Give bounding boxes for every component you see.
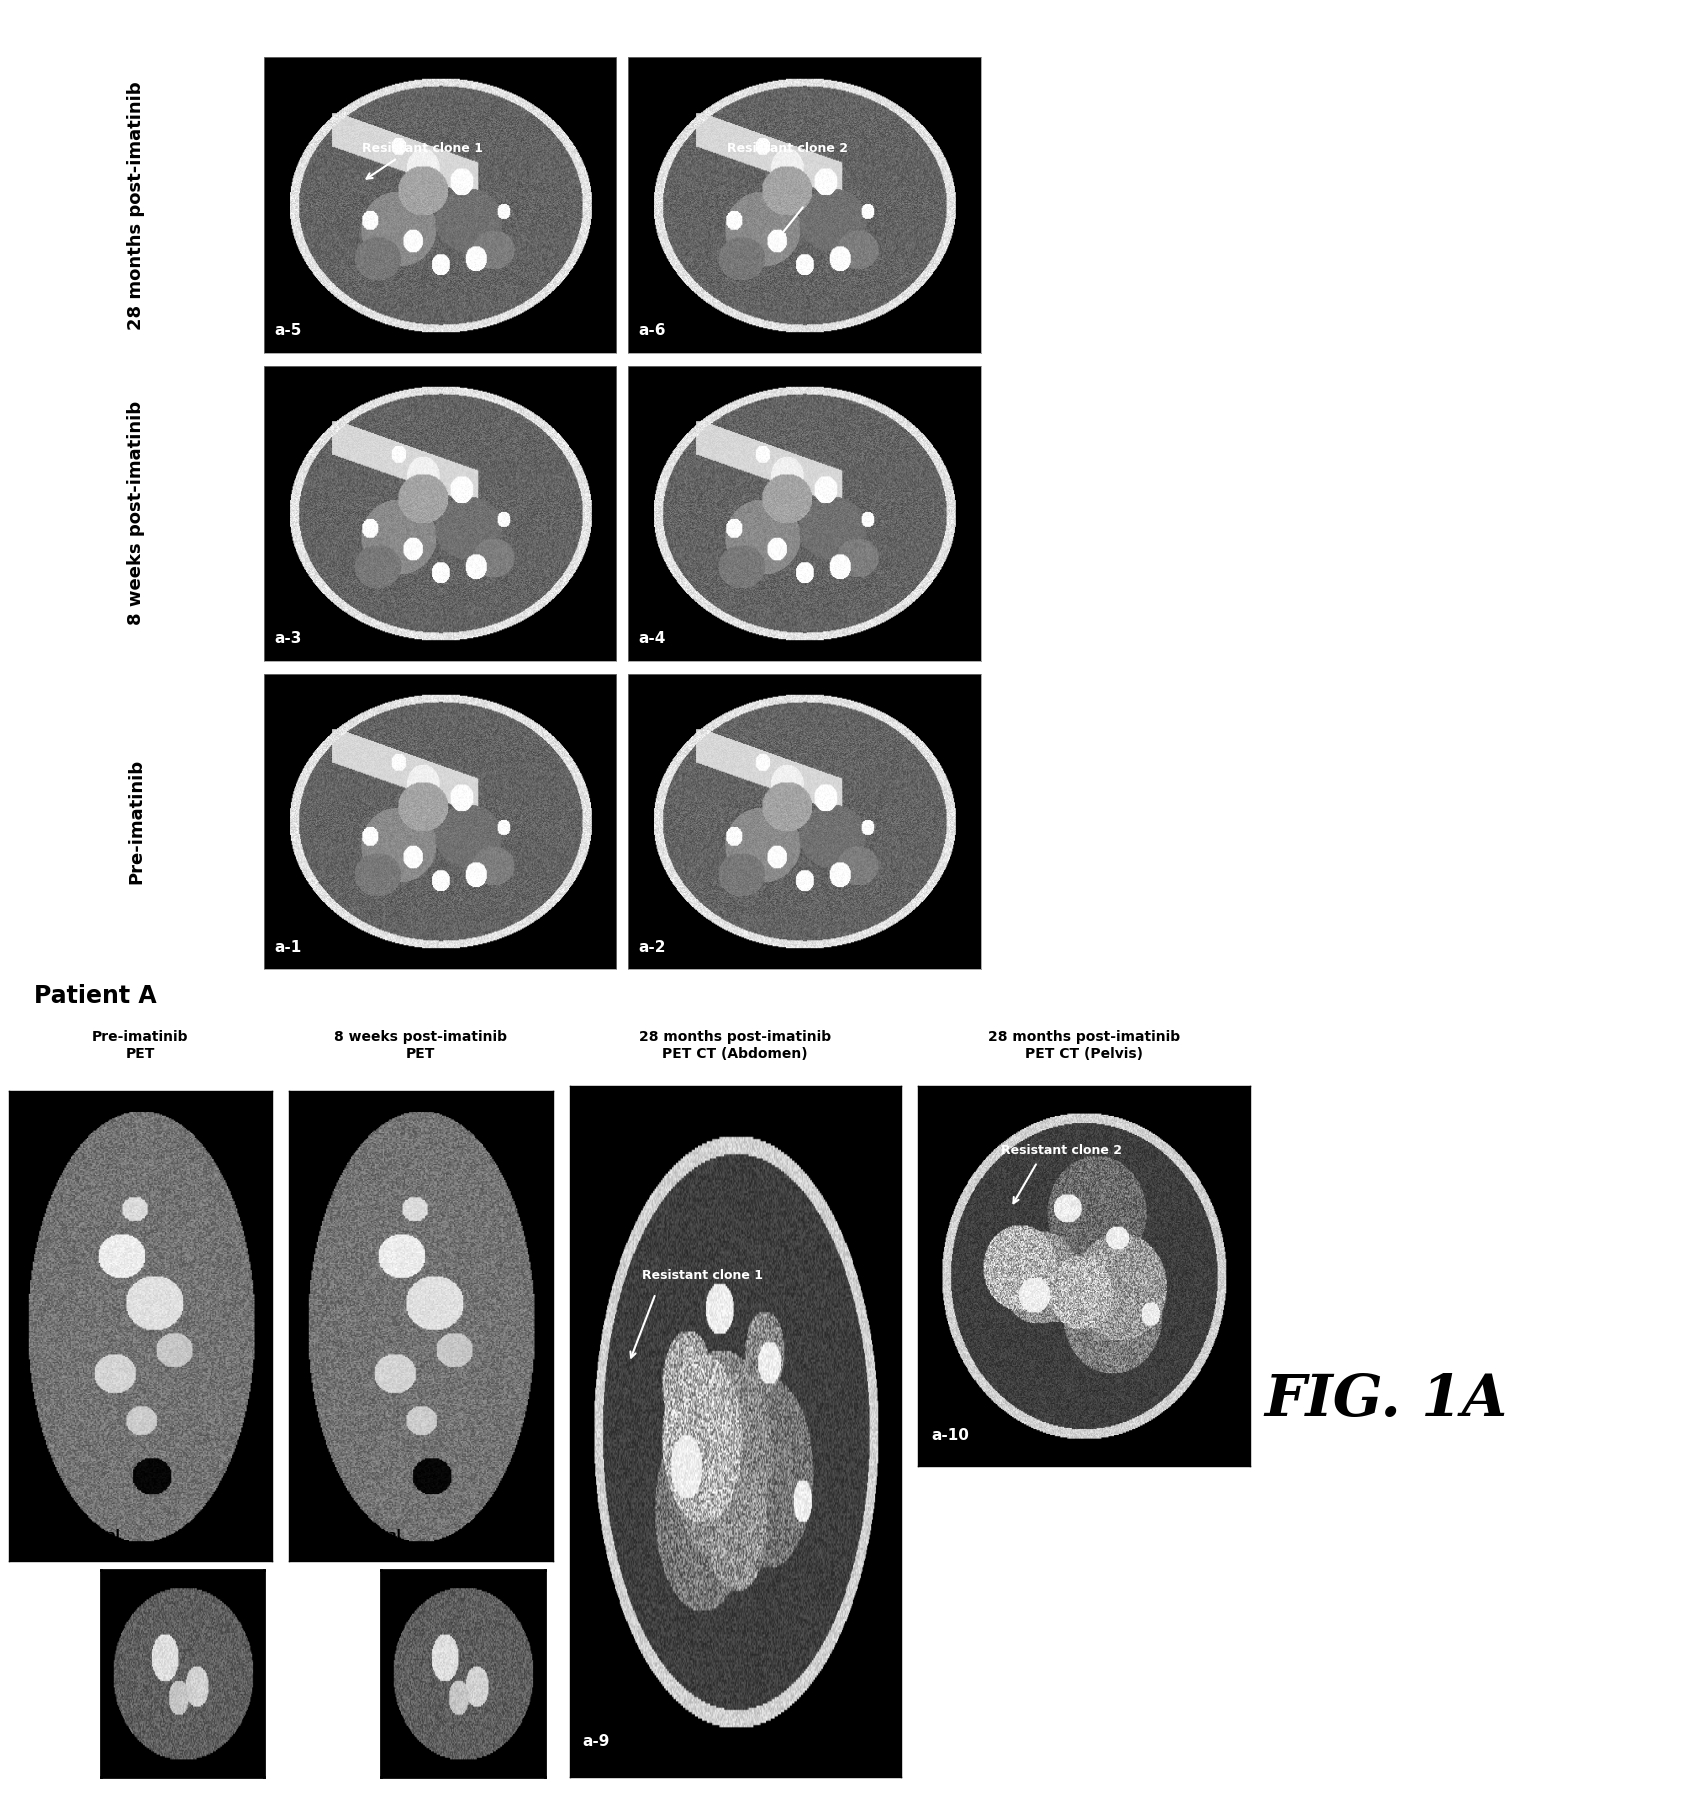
Text: a-5: a-5 <box>274 323 301 337</box>
Text: Pre-imatinib
PET: Pre-imatinib PET <box>92 1030 189 1061</box>
Text: Transaxial: Transaxial <box>189 1576 260 1589</box>
Text: a-3: a-3 <box>274 632 301 646</box>
Text: 8 weeks post-imatinib: 8 weeks post-imatinib <box>128 402 144 625</box>
Text: Resistant clone 1: Resistant clone 1 <box>362 142 483 154</box>
Text: a-8: a-8 <box>299 1529 321 1542</box>
Text: a-6: a-6 <box>639 323 666 337</box>
Text: a-1: a-1 <box>274 939 301 955</box>
Text: 28 months post-imatinib
PET CT (Abdomen): 28 months post-imatinib PET CT (Abdomen) <box>639 1030 831 1061</box>
Text: Coronal: Coronal <box>347 1529 401 1542</box>
Text: a-2: a-2 <box>639 939 666 955</box>
Text: 28 months post-imatinib: 28 months post-imatinib <box>128 81 144 330</box>
Text: a-7: a-7 <box>19 1529 41 1542</box>
Text: Resistant clone 1: Resistant clone 1 <box>643 1269 763 1282</box>
Text: Transaxial: Transaxial <box>469 1576 541 1589</box>
Text: Resistant clone 2: Resistant clone 2 <box>1001 1145 1122 1158</box>
Text: Patient A: Patient A <box>34 984 156 1007</box>
Text: 8 weeks post-imatinib
PET: 8 weeks post-imatinib PET <box>335 1030 507 1061</box>
Text: a-4: a-4 <box>639 632 666 646</box>
Text: 28 months post-imatinib
PET CT (Pelvis): 28 months post-imatinib PET CT (Pelvis) <box>988 1030 1180 1061</box>
Text: Coronal: Coronal <box>66 1529 121 1542</box>
Text: a-9: a-9 <box>583 1734 610 1750</box>
Text: FIG. 1A: FIG. 1A <box>1263 1371 1508 1429</box>
Text: a-10: a-10 <box>932 1429 969 1443</box>
Text: Pre-imatinib: Pre-imatinib <box>128 759 144 885</box>
Text: Resistant clone 2: Resistant clone 2 <box>728 142 848 154</box>
